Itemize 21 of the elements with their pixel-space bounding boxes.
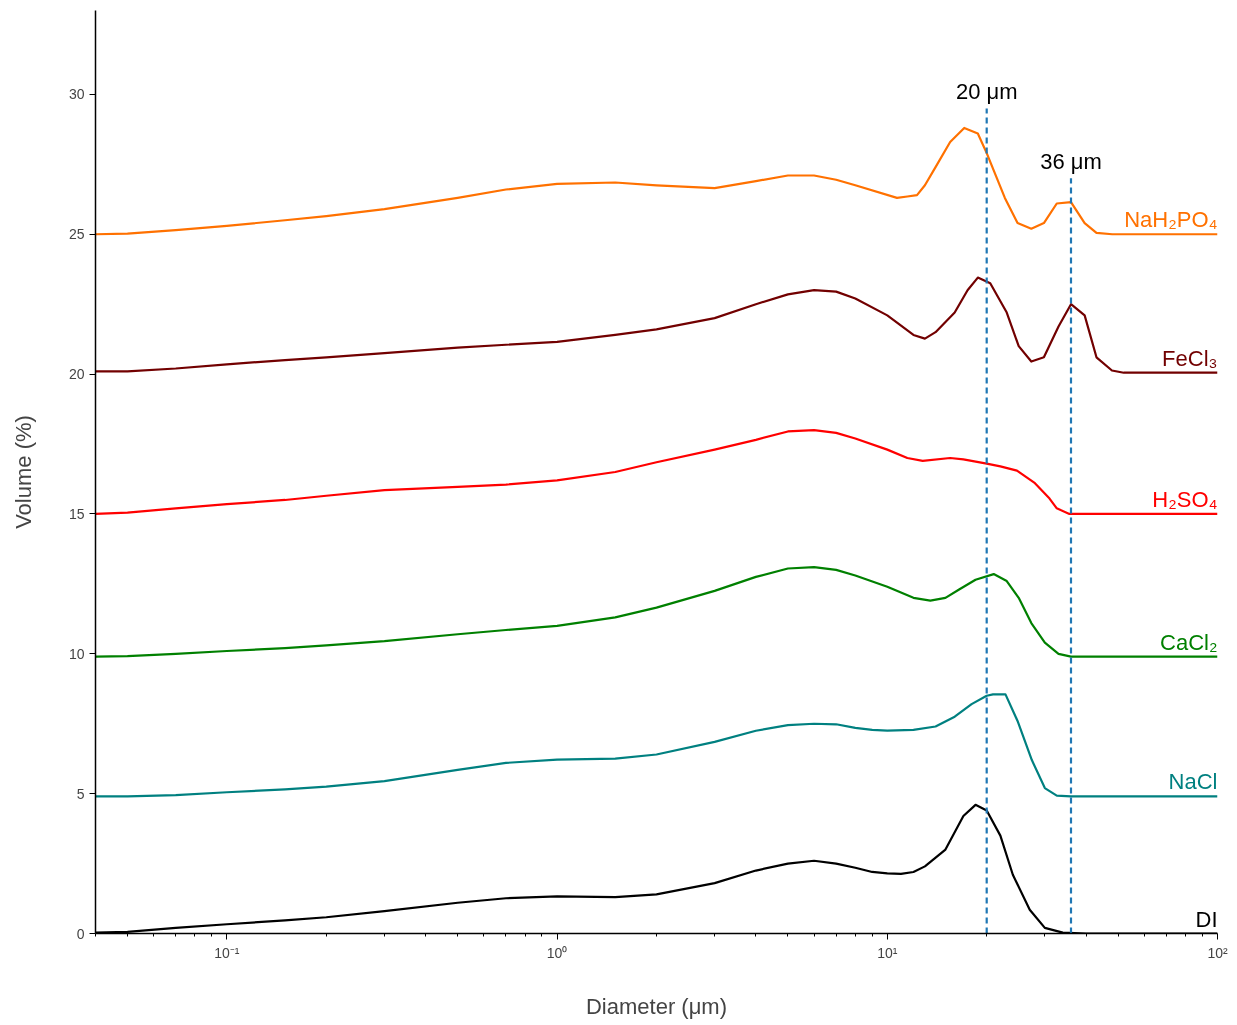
x-tick-label: 10⁻¹ [214,944,240,961]
x-tick-label: 10⁰ [546,944,568,961]
y-tick-label: 0 [76,925,85,942]
y-tick-label: 10 [68,645,85,662]
series-label: H₂SO₄ [1152,486,1218,512]
series-label: FeCl₃ [1162,345,1218,371]
x-tick-label: 10² [1207,944,1228,961]
y-axis-title: Volume (%) [10,415,36,529]
series-label: NaCl [1168,769,1218,795]
x-axis-title: Diameter (μm) [585,993,728,1019]
y-tick-label: 20 [68,366,85,383]
series-label: DI [1195,906,1218,932]
series-label: CaCl₂ [1160,629,1218,655]
y-tick-label: 30 [68,86,85,103]
y-tick-label: 25 [68,226,85,243]
x-tick-label: 10¹ [877,944,898,961]
annotation: 36 μm [1040,149,1102,175]
series-label: NaH₂PO₄ [1124,207,1218,233]
y-tick-label: 15 [68,505,85,522]
annotation: 20 μm [955,79,1018,105]
y-tick-label: 5 [76,785,85,802]
